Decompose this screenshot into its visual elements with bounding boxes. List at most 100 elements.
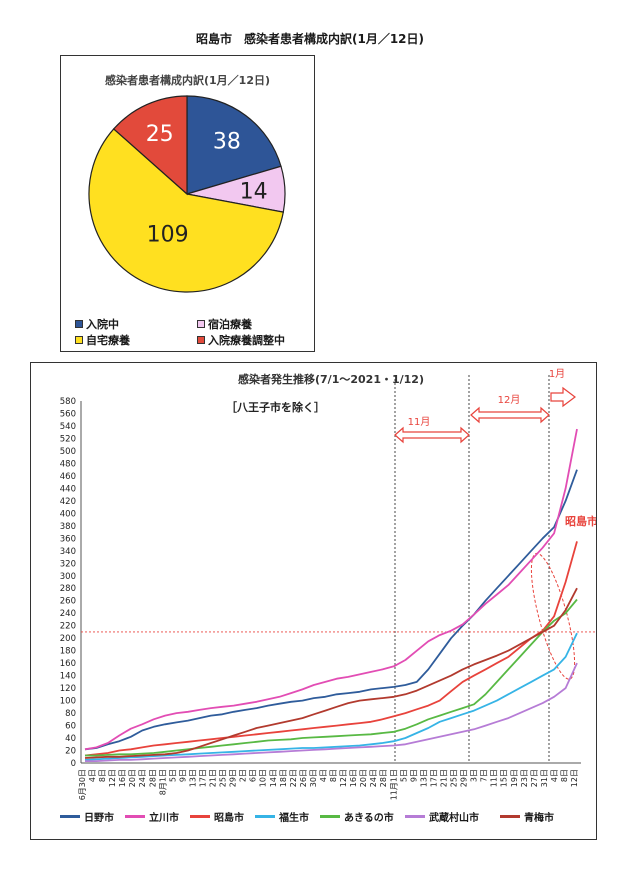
line-legend-item: 福生市 [255, 809, 309, 824]
x-tick-label: 11月1日 [389, 769, 398, 800]
x-tick-label: 17日 [199, 769, 208, 787]
x-tick-label: 21日 [209, 769, 218, 787]
x-tick-label: 5日 [399, 769, 408, 782]
x-tick-label: 3日 [470, 769, 479, 782]
y-tick-label: 180 [60, 647, 76, 657]
y-tick-label: 360 [60, 534, 76, 544]
x-tick-label: 4日 [319, 769, 328, 782]
line-chart-subtitle: ［八王子市を除く］ [226, 400, 325, 414]
x-tick-label: 10日 [259, 769, 268, 787]
x-tick-label: 4日 [88, 769, 97, 782]
x-tick-label: 24日 [369, 769, 378, 787]
x-tick-label: 16日 [118, 769, 127, 787]
legend-swatch [320, 815, 340, 818]
y-tick-label: 560 [60, 410, 76, 420]
x-tick-label: 17日 [429, 769, 438, 787]
x-tick-label: 29日 [229, 769, 238, 787]
y-tick-label: 280 [60, 584, 76, 594]
x-tick-label: 8日 [560, 769, 569, 782]
y-tick-label: 60 [65, 722, 76, 732]
x-tick-label: 16日 [349, 769, 358, 787]
pie-legend-label: 入院中 [86, 318, 119, 331]
series-line [84, 541, 578, 757]
x-tick-label: 27日 [530, 769, 539, 787]
y-tick-label: 120 [60, 684, 76, 694]
y-tick-label: 100 [60, 697, 76, 707]
x-tick-label: 12日 [570, 769, 579, 787]
x-tick-label: 20日 [128, 769, 137, 787]
pie-slice-label: 25 [146, 122, 174, 147]
y-tick-label: 20 [65, 747, 76, 757]
pie-slice-label: 109 [147, 223, 189, 248]
x-tick-label: 31日 [540, 769, 549, 787]
pie-slice [88, 128, 285, 293]
y-tick-label: 520 [60, 434, 76, 444]
line-chart: 感染者発生推移(7/1～2021・1/12) ［八王子市を除く］ 11月 12月… [60, 368, 596, 800]
december-range-arrow [470, 406, 550, 424]
pie-legend-item: 入院中 [75, 316, 119, 332]
month-label-dec: 12月 [498, 394, 521, 406]
x-tick-label: 11日 [490, 769, 499, 787]
line-legend-label: 青梅市 [524, 813, 554, 824]
y-tick-label: 40 [65, 734, 76, 744]
line-legend-label: 立川市 [149, 813, 179, 824]
y-tick-label: 500 [60, 447, 76, 457]
x-tick-label: 12日 [339, 769, 348, 787]
november-range-arrow [394, 426, 470, 444]
x-tick-label: 9日 [409, 769, 418, 782]
legend-swatch [75, 336, 83, 344]
x-tick-label: 6月30日 [78, 769, 87, 800]
x-tick-label: 6日 [249, 769, 258, 782]
pie-chart-title: 感染者患者構成内訳(1月／12日) [104, 74, 270, 87]
legend-swatch [197, 320, 205, 328]
line-legend-item: 日野市 [60, 809, 114, 824]
series-line [85, 662, 578, 763]
y-tick-label: 540 [60, 422, 76, 432]
line-legend-label: 武蔵村山市 [429, 813, 479, 824]
line-legend-item: あきるの市 [320, 809, 394, 824]
line-chart-panel: 感染者発生推移(7/1～2021・1/12) ［八王子市を除く］ 11月 12月… [30, 362, 597, 840]
x-tick-label: 8日 [329, 769, 338, 782]
y-tick-label: 240 [60, 609, 76, 619]
x-tick-label: 26日 [299, 769, 308, 787]
pie-legend-label: 自宅療養 [86, 334, 130, 347]
x-tick-label: 30日 [309, 769, 318, 787]
pie-slice-label: 38 [213, 130, 241, 155]
series-line [85, 598, 578, 757]
line-legend-label: 福生市 [279, 813, 309, 824]
x-tick-label: 23日 [520, 769, 529, 787]
pie-legend-item: 自宅療養 [75, 332, 130, 348]
line-legend-item: 武蔵村山市 [405, 809, 479, 824]
x-tick-label: 9日 [178, 769, 187, 782]
legend-swatch [500, 815, 520, 818]
series-line [84, 428, 578, 751]
y-tick-label: 220 [60, 622, 76, 632]
x-tick-label: 15日 [500, 769, 509, 787]
pie-legend-item: 入院療養調整中 [197, 332, 285, 348]
pie-legend-label: 宿泊療養 [208, 318, 252, 331]
pie-legend-label: 入院療養調整中 [208, 334, 285, 347]
pie-slice-label: 14 [240, 180, 268, 205]
month-label-nov: 11月 [408, 416, 431, 428]
y-tick-label: 260 [60, 597, 76, 607]
x-tick-label: 28日 [379, 769, 388, 787]
pie-legend-item: 宿泊療養 [197, 316, 252, 332]
x-tick-label: 22日 [289, 769, 298, 787]
line-legend-item: 立川市 [125, 809, 179, 824]
x-tick-label: 7日 [480, 769, 489, 782]
x-tick-label: 21日 [440, 769, 449, 787]
x-tick-label: 13日 [188, 769, 197, 787]
y-tick-label: 300 [60, 572, 76, 582]
x-tick-label: 8日 [98, 769, 107, 782]
line-legend-label: 昭島市 [214, 813, 244, 824]
x-tick-label: 14日 [269, 769, 278, 787]
y-tick-label: 580 [60, 397, 76, 407]
x-tick-label: 19日 [510, 769, 519, 787]
line-legend: 日野市 立川市 昭島市 福生市 あきるの市 武蔵村山市 青梅市 [60, 809, 580, 825]
x-tick-label: 25日 [450, 769, 459, 787]
x-tick-label: 25日 [219, 769, 228, 787]
y-tick-label: 380 [60, 522, 76, 532]
page-title: 昭島市 感染者患者構成内訳(1月／12日) [195, 32, 425, 46]
series-line [84, 587, 578, 759]
y-tick-label: 480 [60, 459, 76, 469]
